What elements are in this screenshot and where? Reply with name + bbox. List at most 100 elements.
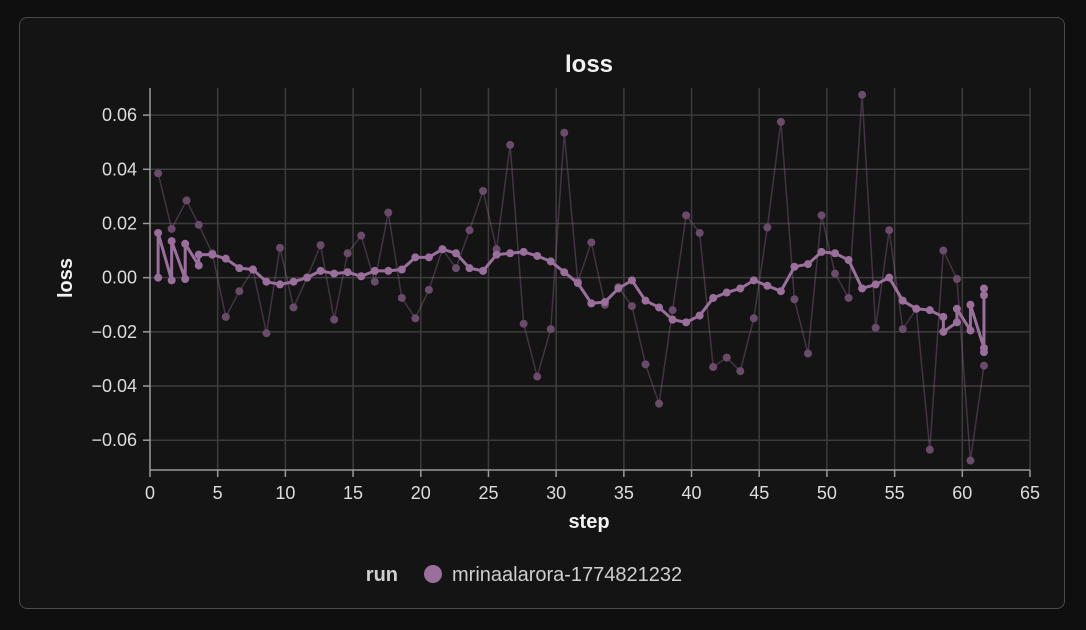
y-tick-label: 0.00	[102, 268, 137, 288]
raw-data-point	[506, 140, 515, 149]
smoothed-data-point	[370, 266, 379, 275]
smoothed-data-point	[465, 264, 474, 273]
raw-data-point	[370, 277, 379, 286]
smoothed-data-point	[154, 273, 163, 282]
smoothed-data-point	[208, 250, 217, 259]
raw-data-point	[844, 293, 853, 302]
raw-data-point	[262, 329, 271, 338]
smoothed-data-point	[966, 326, 975, 335]
raw-data-point	[871, 323, 880, 332]
raw-data-point	[858, 90, 867, 99]
smoothed-data-point	[749, 276, 758, 285]
smoothed-data-point	[912, 304, 921, 313]
raw-data-point	[519, 319, 528, 328]
smoothed-data-point	[682, 318, 691, 327]
raw-data-point	[736, 367, 745, 376]
smoothed-data-point	[357, 272, 366, 281]
smoothed-data-point	[573, 279, 582, 288]
smoothed-data-point	[397, 265, 406, 274]
raw-data-point	[803, 349, 812, 358]
y-tick-label: −0.06	[91, 430, 137, 450]
raw-data-point	[451, 264, 460, 273]
legend[interactable]: run mrinaalarora-1774821232	[366, 564, 682, 586]
x-ticks: 0 5 10 15 20 25 30 35 40 45 50 55 60 65	[145, 470, 1040, 503]
smoothed-data-point	[451, 249, 460, 258]
axes	[149, 88, 1030, 471]
raw-data-point	[397, 293, 406, 302]
legend-series-label: mrinaalarora-1774821232	[452, 564, 682, 586]
smoothed-data-point	[506, 249, 515, 258]
raw-data-point	[424, 285, 433, 294]
x-axis-title: step	[568, 511, 609, 533]
smoothed-data-point	[952, 304, 961, 313]
raw-data-point	[966, 456, 975, 465]
y-tick-label: 0.02	[102, 213, 137, 233]
raw-data-point	[384, 208, 393, 217]
smoothed-data-point	[424, 253, 433, 262]
smoothed-data-point	[411, 253, 420, 262]
smoothed-series	[154, 228, 988, 357]
raw-data-point	[411, 314, 420, 323]
y-ticks: 0.06 0.04 0.02 0.00 −0.02 −0.04 −0.06	[91, 105, 150, 450]
smoothed-data-point	[695, 311, 704, 320]
smoothed-data-point	[979, 284, 988, 293]
smoothed-data-point	[181, 239, 190, 248]
x-tick-label: 60	[952, 483, 972, 503]
smoothed-data-point	[655, 303, 664, 312]
raw-data-point	[722, 353, 731, 362]
raw-data-point	[182, 196, 191, 205]
smoothed-data-point	[925, 306, 934, 315]
smoothed-data-point	[438, 245, 447, 254]
x-tick-label: 40	[682, 483, 702, 503]
x-tick-label: 50	[817, 483, 837, 503]
smoothed-data-point	[641, 296, 650, 305]
y-tick-label: 0.06	[102, 105, 137, 125]
smoothed-data-point	[384, 266, 393, 275]
raw-data-point	[479, 186, 488, 195]
raw-data-point	[952, 275, 961, 283]
x-tick-label: 65	[1020, 483, 1040, 503]
smoothed-data-point	[939, 312, 948, 321]
legend-title: run	[366, 564, 398, 586]
smoothed-data-point	[817, 247, 826, 256]
smoothed-data-point	[330, 269, 339, 278]
smoothed-data-point	[763, 281, 772, 290]
raw-data-point	[749, 314, 758, 323]
raw-data-point	[316, 241, 325, 250]
smoothed-data-point	[871, 280, 880, 289]
raw-data-point	[682, 211, 691, 220]
smoothed-data-point	[614, 284, 623, 293]
y-tick-label: −0.02	[91, 322, 137, 342]
raw-data-point	[979, 361, 988, 370]
smoothed-data-point	[167, 276, 176, 285]
smoothed-data-point	[803, 260, 812, 269]
raw-data-point	[776, 117, 785, 126]
raw-data-point	[817, 211, 826, 220]
smoothed-data-point	[844, 256, 853, 265]
raw-data-point	[275, 243, 284, 252]
raw-data-point	[709, 363, 718, 372]
smoothed-data-point	[600, 298, 609, 307]
smoothed-data-point	[262, 277, 271, 286]
raw-data-point	[641, 360, 650, 369]
smoothed-data-point	[235, 264, 244, 273]
raw-data-point	[235, 287, 244, 296]
smoothed-data-point	[668, 315, 677, 324]
raw-data-point	[898, 325, 907, 334]
x-tick-label: 0	[145, 483, 155, 503]
smoothed-data-point	[316, 266, 325, 275]
smoothed-data-point	[248, 265, 257, 274]
smoothed-data-point	[627, 276, 636, 285]
raw-data-point	[221, 312, 230, 321]
smoothed-data-point	[736, 284, 745, 293]
smoothed-data-point	[939, 327, 948, 336]
raw-data-point	[763, 223, 772, 232]
smoothed-data-point	[709, 293, 718, 302]
smoothed-data-point	[492, 250, 501, 259]
smoothed-data-point	[154, 228, 163, 237]
smoothed-data-point	[790, 262, 799, 271]
chart-title: loss	[565, 51, 613, 78]
smoothed-data-point	[979, 348, 988, 357]
smoothed-data-point	[194, 261, 203, 270]
